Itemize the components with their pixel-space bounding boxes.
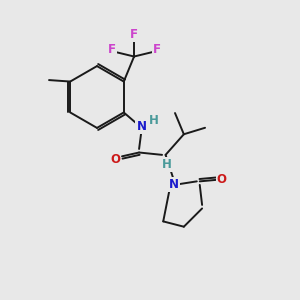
Text: F: F <box>152 43 160 56</box>
Text: F: F <box>108 43 116 56</box>
Text: N: N <box>169 178 179 191</box>
Text: O: O <box>110 153 121 166</box>
Text: H: H <box>149 114 159 127</box>
Text: O: O <box>217 173 227 186</box>
Text: H: H <box>162 158 172 171</box>
Text: F: F <box>130 28 138 41</box>
Text: N: N <box>136 120 146 133</box>
